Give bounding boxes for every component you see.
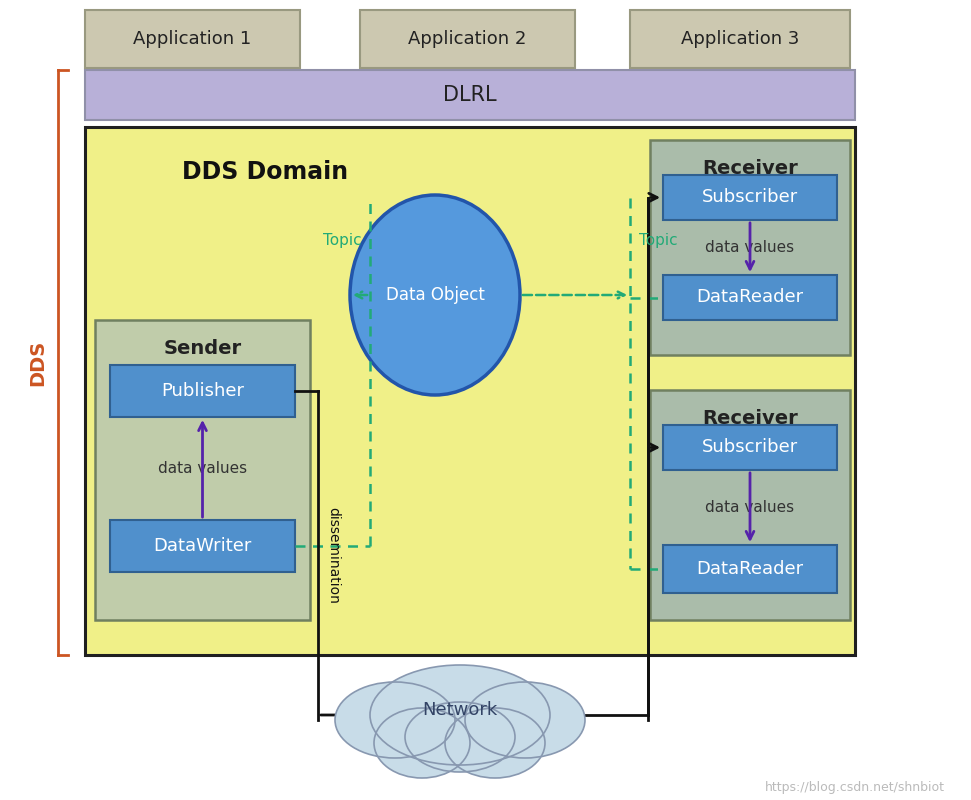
Text: Data Object: Data Object [385, 286, 485, 304]
Text: Application 1: Application 1 [133, 30, 251, 48]
FancyBboxPatch shape [650, 390, 850, 620]
Text: DLRL: DLRL [443, 85, 497, 105]
Text: Application 2: Application 2 [409, 30, 526, 48]
Text: DataWriter: DataWriter [153, 537, 251, 555]
Text: Publisher: Publisher [161, 382, 244, 400]
Text: Network: Network [422, 701, 497, 719]
FancyBboxPatch shape [663, 545, 837, 593]
Text: DDS Domain: DDS Domain [182, 160, 348, 184]
FancyBboxPatch shape [663, 275, 837, 320]
Text: data values: data values [706, 240, 794, 255]
Text: DataReader: DataReader [696, 560, 804, 578]
Ellipse shape [374, 708, 470, 778]
FancyBboxPatch shape [85, 127, 855, 655]
Text: https://blog.csdn.net/shnbiot: https://blog.csdn.net/shnbiot [765, 782, 945, 794]
Ellipse shape [370, 665, 550, 765]
Text: Receiver: Receiver [702, 409, 798, 427]
Text: Subscriber: Subscriber [702, 438, 798, 457]
FancyBboxPatch shape [663, 175, 837, 220]
FancyBboxPatch shape [663, 425, 837, 470]
FancyBboxPatch shape [630, 10, 850, 68]
Ellipse shape [465, 682, 585, 758]
Ellipse shape [445, 708, 545, 778]
Text: data values: data values [706, 500, 794, 515]
FancyBboxPatch shape [110, 520, 295, 572]
Ellipse shape [405, 702, 515, 772]
FancyBboxPatch shape [650, 140, 850, 355]
Text: Application 3: Application 3 [681, 30, 799, 48]
Text: Topic: Topic [322, 233, 361, 247]
FancyBboxPatch shape [360, 10, 575, 68]
Text: dissemination: dissemination [326, 507, 340, 604]
Text: Sender: Sender [163, 338, 242, 358]
Text: Subscriber: Subscriber [702, 189, 798, 206]
FancyBboxPatch shape [110, 365, 295, 417]
Ellipse shape [335, 682, 455, 758]
Text: data values: data values [158, 461, 247, 476]
Text: Receiver: Receiver [702, 158, 798, 178]
Text: DDS: DDS [28, 339, 48, 386]
FancyBboxPatch shape [85, 70, 855, 120]
Ellipse shape [350, 195, 520, 395]
FancyBboxPatch shape [85, 10, 300, 68]
Text: Topic: Topic [639, 233, 678, 247]
Text: DataReader: DataReader [696, 289, 804, 306]
FancyBboxPatch shape [95, 320, 310, 620]
